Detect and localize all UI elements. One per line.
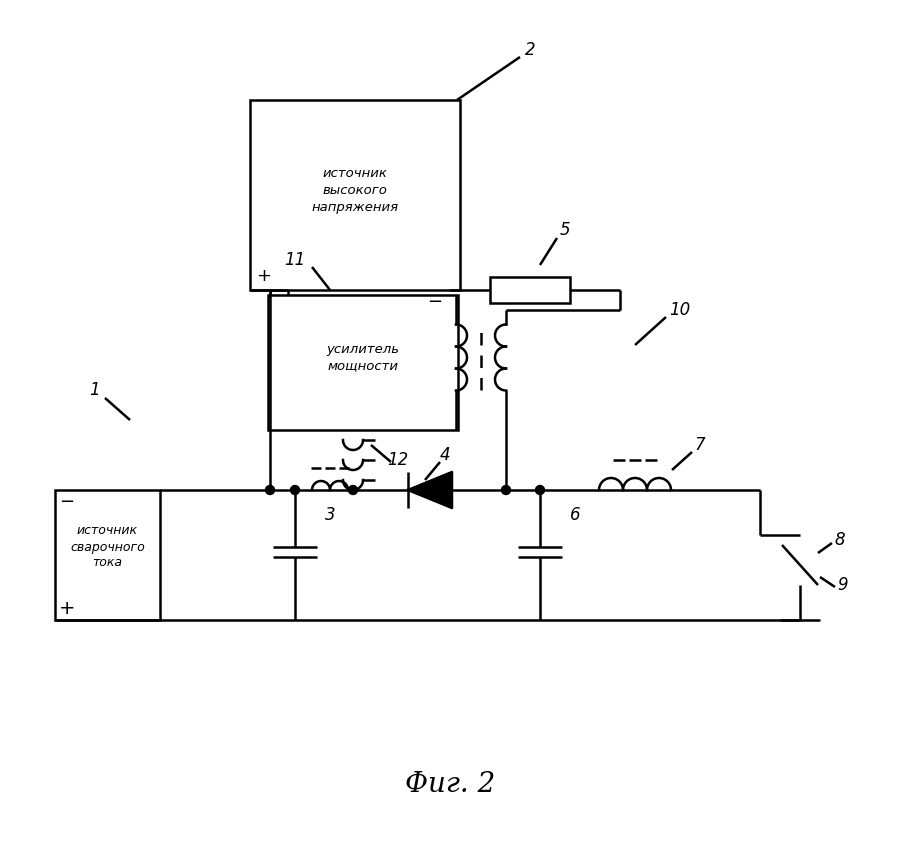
Text: 11: 11 [284,251,306,269]
Bar [490,277,570,303]
Text: Фиг. 2: Фиг. 2 [405,771,495,799]
Circle shape [266,486,274,494]
Text: 4: 4 [440,446,450,464]
Polygon shape [408,472,452,508]
Text: +: + [58,598,76,617]
Text: 2: 2 [525,41,535,59]
Text: 6: 6 [570,506,580,524]
Text: 12: 12 [387,451,409,469]
Text: 1: 1 [90,381,100,399]
Bar [55,490,160,620]
Circle shape [348,486,357,494]
Text: 8: 8 [834,531,845,549]
Text: усилитель
мощности: усилитель мощности [327,343,400,373]
Circle shape [536,486,544,494]
Text: 10: 10 [670,301,690,319]
Bar [250,100,460,290]
Text: источник
высокого
напряжения: источник высокого напряжения [311,167,399,214]
Text: источник
сварочного
тока: источник сварочного тока [70,524,145,569]
Bar [268,295,458,430]
Text: 7: 7 [695,436,706,454]
Circle shape [291,486,300,494]
Text: +: + [256,267,272,285]
Text: 5: 5 [560,221,571,239]
Text: −: − [59,493,75,511]
Text: 9: 9 [838,576,849,594]
Text: 3: 3 [325,506,336,524]
Circle shape [501,486,510,494]
Text: −: − [428,293,443,311]
